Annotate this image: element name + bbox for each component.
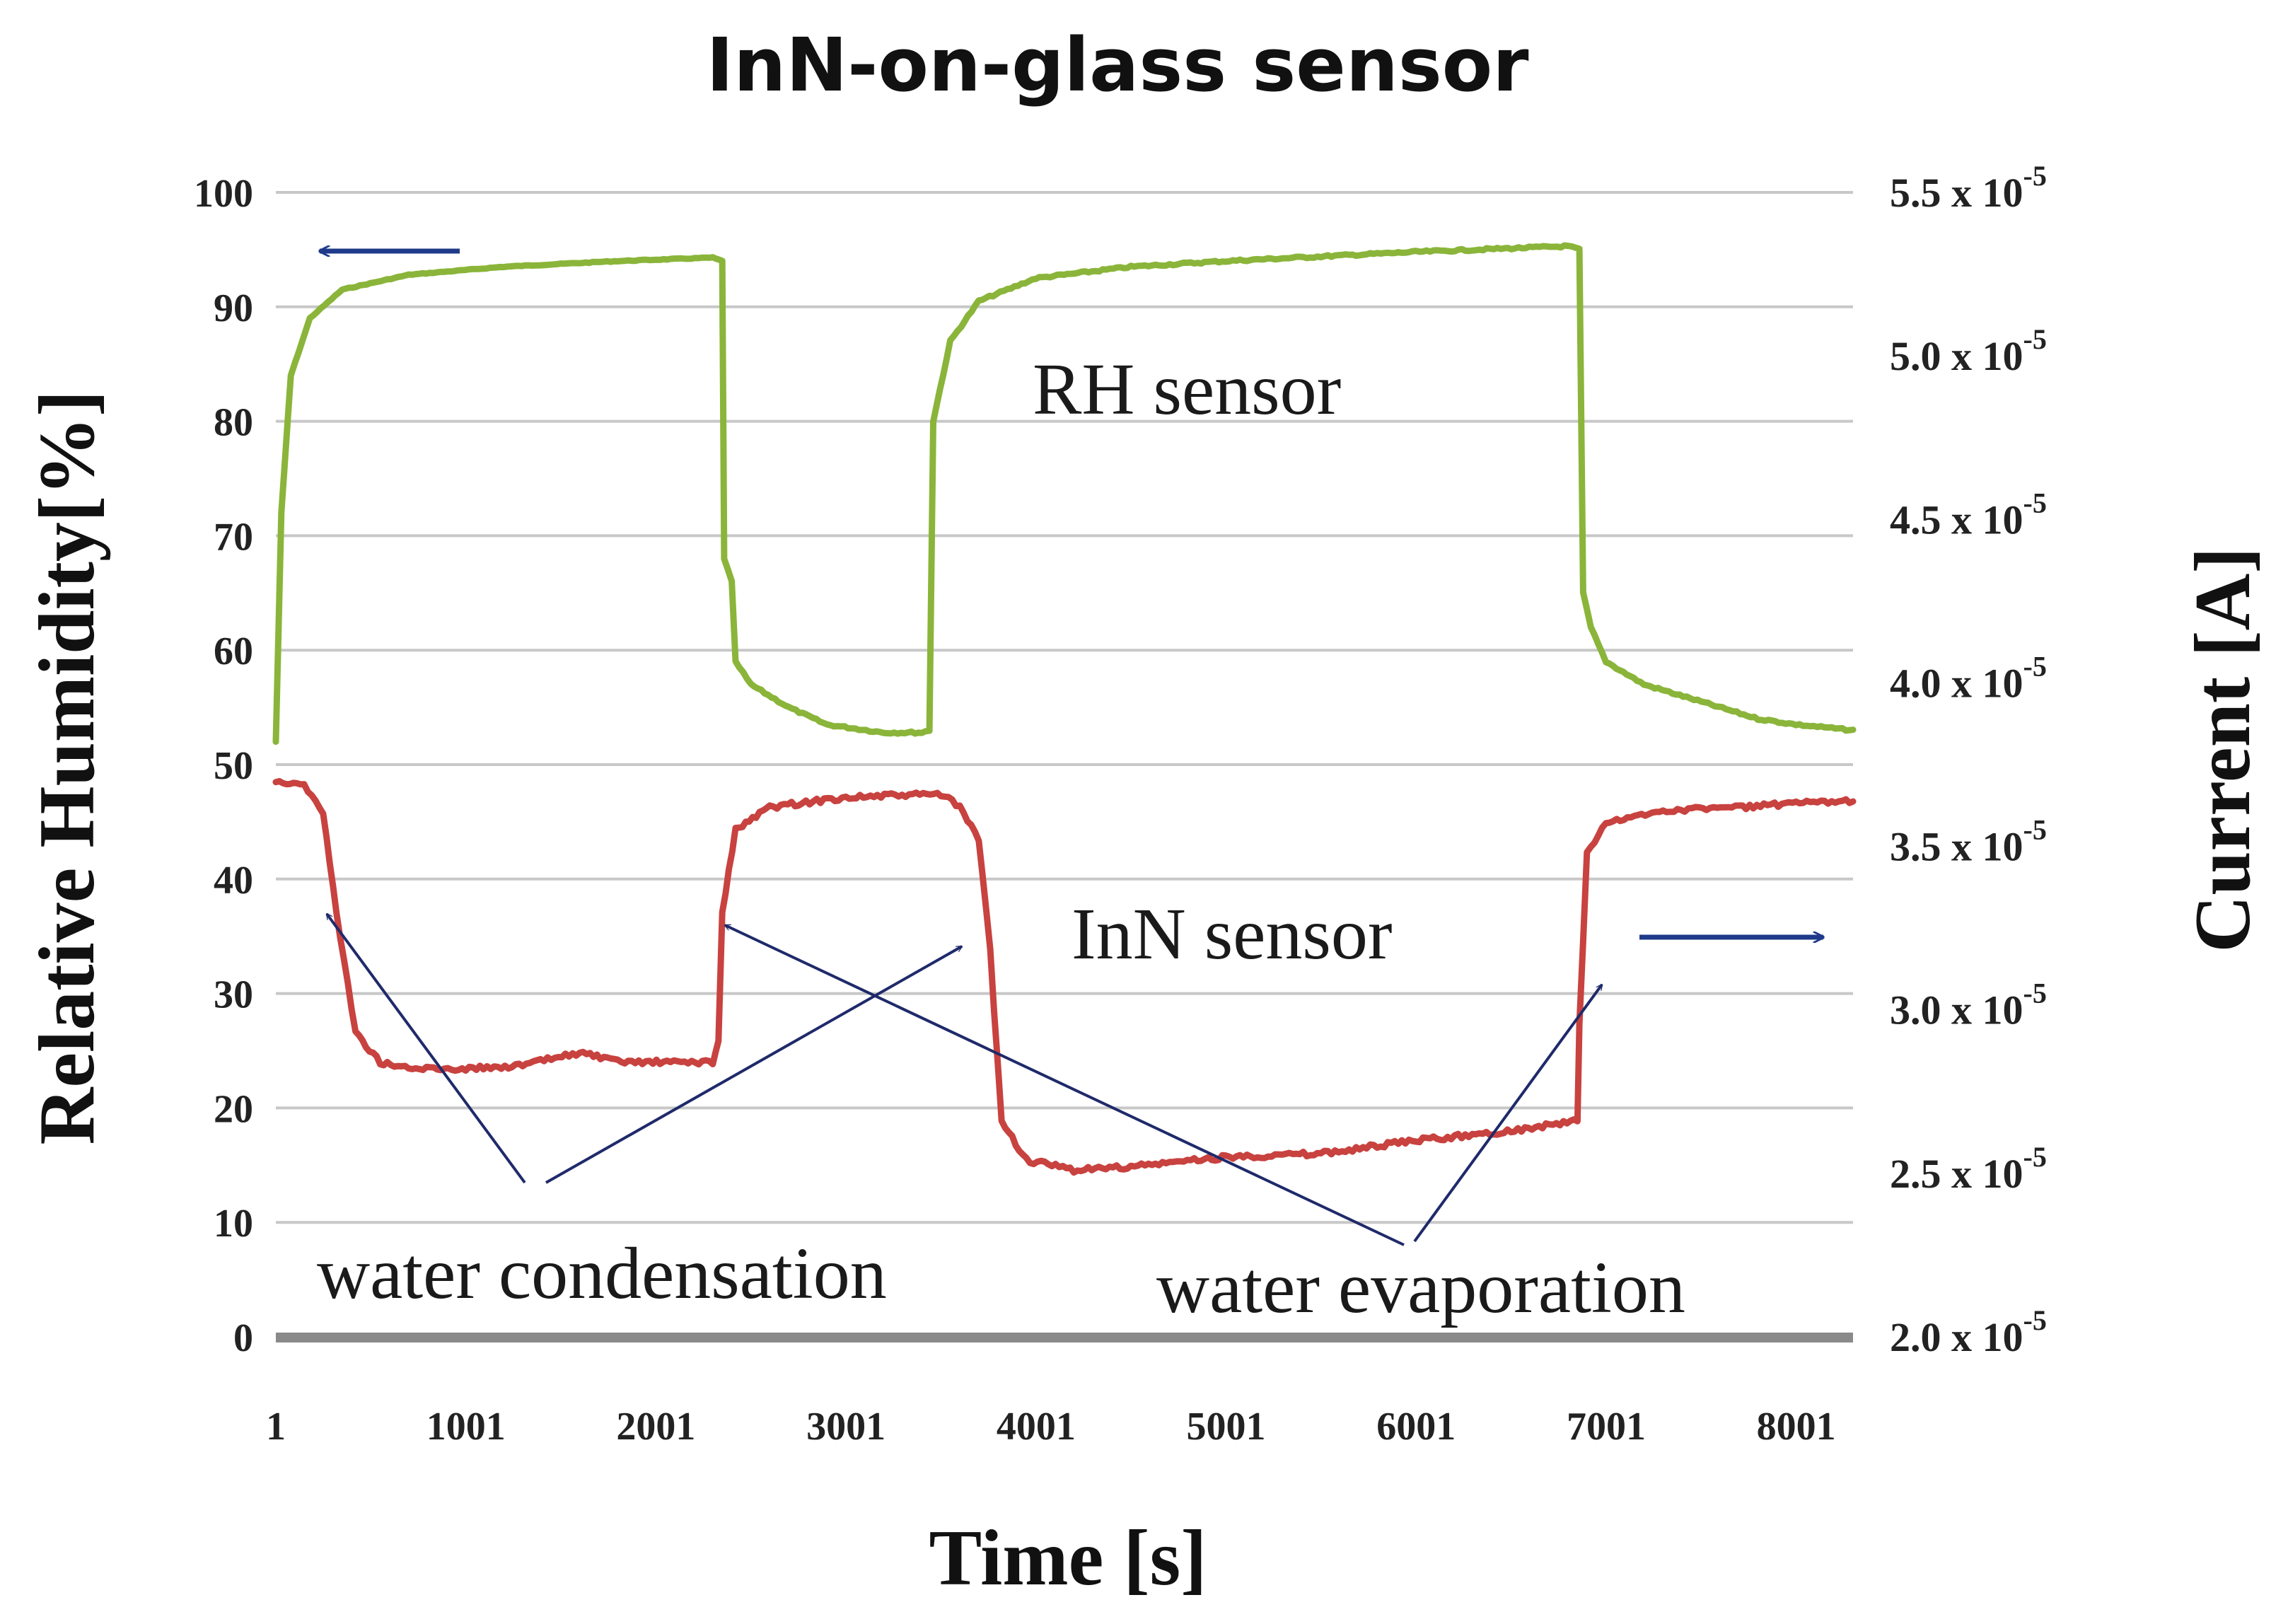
series-line-inn-sensor	[272, 778, 1857, 1176]
x-tick-label: 1001	[426, 1405, 506, 1449]
y-left-tick-label: 70	[214, 515, 253, 559]
x-tick-label: 4001	[997, 1405, 1076, 1449]
annotation-water-evaporation: water evaporation	[1156, 1247, 1685, 1328]
annotation-rh-sensor: RH sensor	[1033, 349, 1341, 430]
x-axis-title: Time [s]	[929, 1514, 1207, 1602]
y-right-tick-label: 5.0 x 10-5	[1890, 323, 2047, 379]
x-tick-label: 7001	[1567, 1405, 1646, 1449]
evaporation-arrow-1	[725, 924, 1405, 1246]
condensation-arrow-1	[325, 914, 526, 1184]
y-right-ticks: 2.0 x 10-5 2.5 x 10-5 3.0 x 10-5 3.5 x 10-5…	[1890, 160, 2047, 1360]
x-tick-label: 6001	[1376, 1405, 1456, 1449]
y-right-tick-label: 3.0 x 10-5	[1890, 978, 2047, 1033]
chart-title: InN-on-glass sensor	[707, 22, 1529, 108]
y-right-tick-label: 4.0 x 10-5	[1890, 650, 2047, 706]
y-right-tick-label: 3.5 x 10-5	[1890, 814, 2047, 870]
y-left-tick-label: 10	[214, 1202, 253, 1246]
y-left-tick-label: 100	[194, 172, 253, 216]
y-right-tick-label: 2.5 x 10-5	[1890, 1141, 2047, 1197]
x-tick-label: 3001	[806, 1405, 885, 1449]
x-ticks: 1 1001 2001 3001 4001 5001 6001 7001 8001	[266, 1405, 1836, 1449]
y-right-tick-label: 4.5 x 10-5	[1890, 487, 2047, 543]
y-right-axis-title: Current [A]	[2179, 547, 2267, 952]
x-tick-label: 2001	[616, 1405, 695, 1449]
y-left-tick-label: 50	[214, 744, 253, 788]
x-tick-label: 8001	[1757, 1405, 1836, 1449]
y-left-tick-label: 40	[214, 859, 253, 903]
series-layer	[272, 242, 1857, 1176]
y-left-tick-label: 60	[214, 630, 253, 673]
annotation-inn-sensor: InN sensor	[1072, 893, 1392, 975]
series-line-rh-sensor	[272, 242, 1857, 746]
y-left-tick-label: 30	[214, 973, 253, 1017]
y-left-tick-label: 20	[214, 1087, 253, 1131]
y-left-tick-label: 0	[233, 1316, 253, 1360]
y-right-tick-label: 5.5 x 10-5	[1890, 160, 2047, 216]
annotation-water-condensation: water condensation	[317, 1233, 887, 1314]
y-left-ticks: 0 10 20 30 40 50 60 70 80 90 100	[194, 172, 253, 1360]
gridlines	[276, 191, 1853, 1224]
evaporation-arrow-2	[1413, 985, 1603, 1243]
y-right-tick-label: 2.0 x 10-5	[1890, 1304, 2047, 1360]
x-tick-label: 5001	[1187, 1405, 1266, 1449]
y-left-axis-title: Relative Humidity[%]	[23, 390, 111, 1145]
x-tick-label: 1	[266, 1405, 286, 1449]
y-left-tick-label: 80	[214, 401, 253, 445]
condensation-arrow-2	[545, 945, 962, 1184]
y-left-tick-label: 90	[214, 286, 253, 330]
x-axis-bar	[276, 1333, 1853, 1342]
